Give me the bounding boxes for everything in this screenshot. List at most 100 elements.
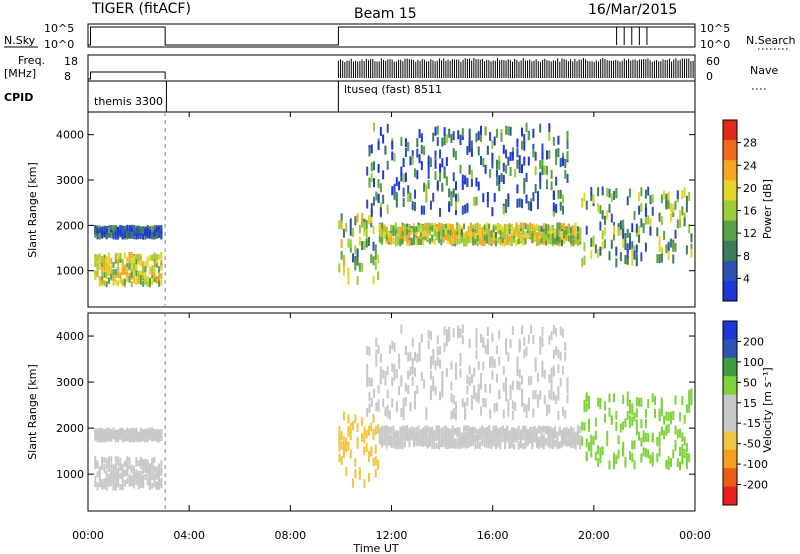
scatter-cell xyxy=(481,434,484,441)
scatter-cell xyxy=(383,231,386,238)
scatter-cell xyxy=(554,439,557,446)
scatter-cell xyxy=(492,233,495,240)
scatter-cell xyxy=(619,220,622,230)
scatter-cell xyxy=(644,448,647,458)
scatter-cell xyxy=(530,201,533,211)
scatter-cell xyxy=(640,202,643,212)
scatter-cell xyxy=(105,281,108,288)
scatter-cell xyxy=(628,232,631,242)
scatter-cell xyxy=(505,377,508,387)
scatter-cell xyxy=(160,470,163,477)
scatter-cell xyxy=(98,471,101,478)
scatter-cell xyxy=(387,429,390,436)
scatter-cell xyxy=(669,457,672,467)
freq-tick-bottom: 8 xyxy=(64,70,71,83)
scatter-cell xyxy=(631,416,634,426)
scatter-cell xyxy=(665,197,668,207)
scatter-cell xyxy=(529,426,532,433)
scatter-cell xyxy=(392,437,395,444)
scatter-cell xyxy=(492,229,495,236)
scatter-cell xyxy=(532,143,535,153)
scatter-cell xyxy=(567,435,570,442)
colorbar-tick-label: -100 xyxy=(743,458,768,471)
scatter-cell xyxy=(619,423,622,433)
scatter-cell xyxy=(494,224,497,231)
scatter-cell xyxy=(401,225,404,232)
scatter-cell xyxy=(513,230,516,237)
scatter-cell xyxy=(523,336,526,346)
scatter-cell xyxy=(499,428,502,435)
scatter-cell xyxy=(403,425,406,432)
scatter-cell xyxy=(418,154,421,164)
scatter-cell xyxy=(615,455,618,465)
scatter-cell xyxy=(531,223,534,230)
scatter-cell xyxy=(493,358,496,368)
scatter-cell xyxy=(547,227,550,234)
scatter-cell xyxy=(444,228,447,235)
scatter-cell xyxy=(452,131,455,141)
colorbar-segment xyxy=(723,394,737,414)
scatter-cell xyxy=(429,331,432,341)
scatter-cell xyxy=(468,136,471,146)
scatter-cell xyxy=(434,126,437,136)
scatter-cell xyxy=(601,240,604,250)
scatter-cell xyxy=(592,235,595,245)
scatter-cell xyxy=(654,409,657,419)
scatter-cell xyxy=(121,481,124,488)
power-ylabel: Slant Range [km] xyxy=(26,162,39,258)
scatter-cell xyxy=(356,248,359,258)
scatter-cell xyxy=(375,191,378,201)
scatter-cell xyxy=(497,433,500,440)
scatter-cell xyxy=(501,432,504,439)
scatter-cell xyxy=(426,427,429,434)
scatter-cell xyxy=(533,233,536,240)
scatter-cell xyxy=(581,257,584,267)
scatter-cell xyxy=(443,169,446,179)
scatter-cell xyxy=(361,240,364,250)
scatter-cell xyxy=(160,434,163,441)
scatter-cell xyxy=(457,329,460,339)
scatter-cell xyxy=(412,437,415,444)
scatter-cell xyxy=(464,175,467,185)
scatter-cell xyxy=(498,389,501,399)
scatter-cell xyxy=(394,440,397,447)
scatter-cell xyxy=(443,342,446,352)
beam-title: Beam 15 xyxy=(354,6,417,22)
scatter-cell xyxy=(158,482,161,489)
scatter-cell xyxy=(590,186,593,196)
scatter-cell xyxy=(522,228,525,235)
scatter-cell xyxy=(523,156,526,166)
scatter-cell xyxy=(548,404,551,414)
scatter-cell xyxy=(525,409,528,419)
scatter-cell xyxy=(363,446,366,456)
scatter-cell xyxy=(137,233,140,240)
scatter-cell xyxy=(456,225,459,232)
scatter-cell xyxy=(121,258,124,265)
scatter-cell xyxy=(103,467,106,474)
scatter-cell xyxy=(381,426,384,433)
scatter-cell xyxy=(142,273,145,280)
scatter-cell xyxy=(117,280,120,287)
scatter-cell xyxy=(658,212,661,222)
scatter-cell xyxy=(470,177,473,187)
scatter-cell xyxy=(101,483,104,490)
colorbar-segment xyxy=(723,260,737,282)
scatter-cell xyxy=(114,466,117,473)
scatter-cell xyxy=(557,385,560,395)
scatter-cell xyxy=(142,465,145,472)
scatter-cell xyxy=(459,328,462,338)
scatter-cell xyxy=(624,254,627,264)
scatter-cell xyxy=(658,242,661,252)
scatter-cell xyxy=(101,260,104,267)
scatter-cell xyxy=(459,136,462,146)
scatter-cell xyxy=(509,339,512,349)
scatter-cell xyxy=(130,271,133,278)
scatter-cell xyxy=(146,261,149,268)
scatter-cell xyxy=(551,238,554,245)
scatter-cell xyxy=(377,384,380,394)
scatter-cell xyxy=(342,444,345,454)
scatter-cell xyxy=(119,272,122,279)
scatter-cell xyxy=(518,381,521,391)
scatter-cell xyxy=(96,227,99,234)
